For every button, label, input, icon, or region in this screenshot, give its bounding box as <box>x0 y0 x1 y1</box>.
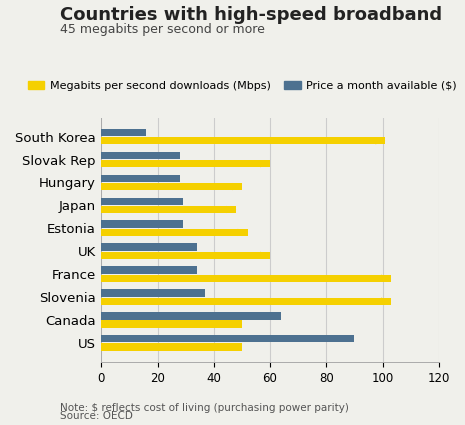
Text: 45 megabits per second or more: 45 megabits per second or more <box>60 23 266 37</box>
Polygon shape <box>381 275 391 282</box>
Bar <box>101 244 197 251</box>
Bar <box>101 289 206 297</box>
Bar <box>101 137 385 144</box>
Bar <box>101 206 236 213</box>
Bar <box>101 152 180 159</box>
Bar <box>101 129 146 136</box>
Polygon shape <box>238 229 247 236</box>
Text: Note: $ reflects cost of living (purchasing power parity): Note: $ reflects cost of living (purchas… <box>60 403 349 413</box>
Polygon shape <box>226 206 236 213</box>
Bar <box>101 198 183 205</box>
Legend: Megabits per second downloads (Mbps), Price a month available ($): Megabits per second downloads (Mbps), Pr… <box>27 81 457 91</box>
Bar <box>101 343 242 351</box>
Bar <box>101 160 270 167</box>
Bar <box>101 275 391 282</box>
Text: Countries with high-speed broadband: Countries with high-speed broadband <box>60 6 443 24</box>
Bar <box>101 252 270 259</box>
Polygon shape <box>381 298 391 305</box>
Bar <box>101 312 281 320</box>
Bar <box>101 335 354 343</box>
Bar <box>101 221 183 228</box>
Bar <box>101 266 197 274</box>
Bar <box>101 175 180 182</box>
Polygon shape <box>260 252 270 259</box>
Polygon shape <box>376 137 385 144</box>
Bar <box>101 183 242 190</box>
Bar <box>101 229 247 236</box>
Polygon shape <box>232 183 242 190</box>
Text: Source: OECD: Source: OECD <box>60 411 133 421</box>
Polygon shape <box>260 160 270 167</box>
Bar <box>101 320 242 328</box>
Bar <box>101 298 391 305</box>
Polygon shape <box>232 343 242 351</box>
Polygon shape <box>232 320 242 328</box>
